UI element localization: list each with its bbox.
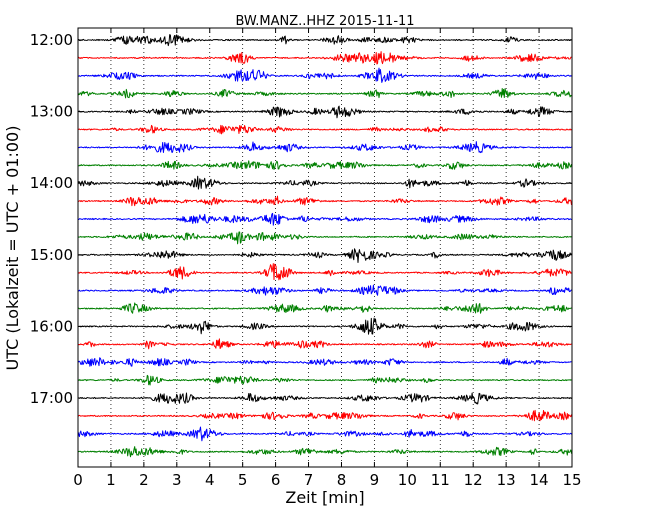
y-axis-label: UTC (Lokalzeit = UTC + 01:00): [3, 126, 22, 371]
y-tick-labels: 12:00 13:00 14:00 15:00 16:00 17:00: [30, 31, 73, 407]
x-tick-label-12: 12: [464, 471, 483, 489]
x-axis-label: Zeit [min]: [285, 488, 364, 507]
x-tick-label-14: 14: [530, 471, 549, 489]
plot-frame: [77, 27, 573, 468]
x-tick-label-8: 8: [337, 471, 347, 489]
x-tick-label-0: 0: [73, 471, 83, 489]
trace-11: [77, 212, 572, 226]
trace-8: [77, 160, 572, 170]
trace-24: [77, 446, 572, 458]
chart-title: BW.MANZ..HHZ 2015-11-11: [235, 14, 414, 29]
trace-5: [77, 105, 572, 119]
x-tick-label-11: 11: [431, 471, 450, 489]
trace-20: [77, 374, 572, 386]
y-tick-label-15:00: 15:00: [30, 246, 73, 264]
x-tick-label-1: 1: [106, 471, 116, 489]
trace-7: [77, 141, 572, 154]
trace-19: [77, 357, 572, 367]
y-tick-label-14:00: 14:00: [30, 174, 73, 192]
x-tick-label-13: 13: [497, 471, 516, 489]
x-tick-label-4: 4: [205, 471, 215, 489]
trace-1: [77, 34, 572, 47]
trace-23: [77, 426, 572, 442]
x-tick-label-7: 7: [304, 471, 314, 489]
trace-10: [77, 195, 572, 207]
x-tick-label-6: 6: [271, 471, 281, 489]
trace-4: [77, 88, 572, 99]
x-tick-labels: 0 1 2 3 4 5 6 7 8 9 10 11 12 13 14 15: [73, 471, 581, 489]
trace-21: [77, 392, 572, 405]
trace-15: [77, 284, 572, 296]
trace-17: [77, 317, 572, 335]
x-tick-label-2: 2: [139, 471, 149, 489]
y-tick-label-13:00: 13:00: [30, 103, 73, 121]
seismic-traces: [77, 34, 572, 458]
trace-14: [77, 263, 572, 281]
trace-13: [77, 248, 572, 263]
x-tick-label-3: 3: [172, 471, 182, 489]
x-tick-label-5: 5: [238, 471, 248, 489]
trace-16: [77, 302, 572, 314]
x-tick-label-9: 9: [370, 471, 380, 489]
x-tick-label-15: 15: [562, 471, 581, 489]
axis-ticks: [77, 28, 573, 467]
y-tick-label-12:00: 12:00: [30, 31, 73, 49]
trace-12: [77, 231, 572, 245]
trace-3: [77, 67, 572, 83]
x-tick-label-10: 10: [398, 471, 417, 489]
trace-22: [77, 409, 572, 422]
y-tick-label-17:00: 17:00: [30, 389, 73, 407]
trace-9: [77, 175, 572, 190]
trace-2: [77, 51, 572, 65]
trace-18: [77, 338, 572, 350]
y-tick-label-16:00: 16:00: [30, 317, 73, 335]
trace-6: [77, 124, 572, 135]
